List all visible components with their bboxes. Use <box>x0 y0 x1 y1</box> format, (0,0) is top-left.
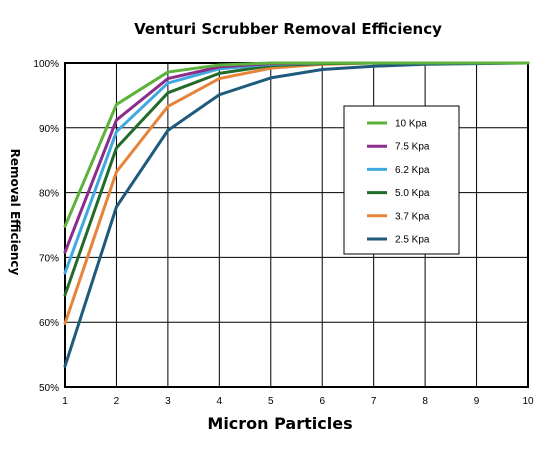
x-tick-label: 7 <box>371 396 377 407</box>
legend-label: 2.5 Kpa <box>395 235 430 246</box>
chart-title: Venturi Scrubber Removal Efficiency <box>134 20 442 38</box>
x-tick-label: 9 <box>474 396 480 407</box>
y-tick-label: 60% <box>39 318 59 329</box>
series-layer <box>63 61 530 368</box>
legend: 10 Kpa 7.5 Kpa 6.2 Kpa 5.0 Kpa 3.7 Kpa 2.5 Kp… <box>343 105 460 255</box>
y-tick-label: 80% <box>39 189 59 200</box>
y-tick-label: 90% <box>39 124 59 135</box>
x-tick-label: 2 <box>114 396 120 407</box>
legend-label: 10 Kpa <box>395 119 427 130</box>
x-tick-label: 1 <box>62 396 68 407</box>
y-tick-label: 100% <box>33 59 59 70</box>
legend-label: 6.2 Kpa <box>395 165 430 176</box>
x-tick-label: 8 <box>422 396 428 407</box>
legend-label: 7.5 Kpa <box>395 142 430 153</box>
legend-box <box>343 105 460 255</box>
x-axis-title: Micron Particles <box>207 414 353 433</box>
x-tick-label: 4 <box>217 396 223 407</box>
y-tick-label: 50% <box>39 383 59 394</box>
x-tick-label: 6 <box>319 396 325 407</box>
series-line-0 <box>63 61 530 228</box>
x-tick-label: 5 <box>268 396 274 407</box>
y-axis-title: Removal Efficiency <box>8 148 22 276</box>
legend-label: 5.0 Kpa <box>395 188 430 199</box>
x-tick-label: 10 <box>522 396 534 407</box>
legend-label: 3.7 Kpa <box>395 211 430 222</box>
y-tick-label: 70% <box>39 253 59 264</box>
x-tick-label: 3 <box>165 396 171 407</box>
